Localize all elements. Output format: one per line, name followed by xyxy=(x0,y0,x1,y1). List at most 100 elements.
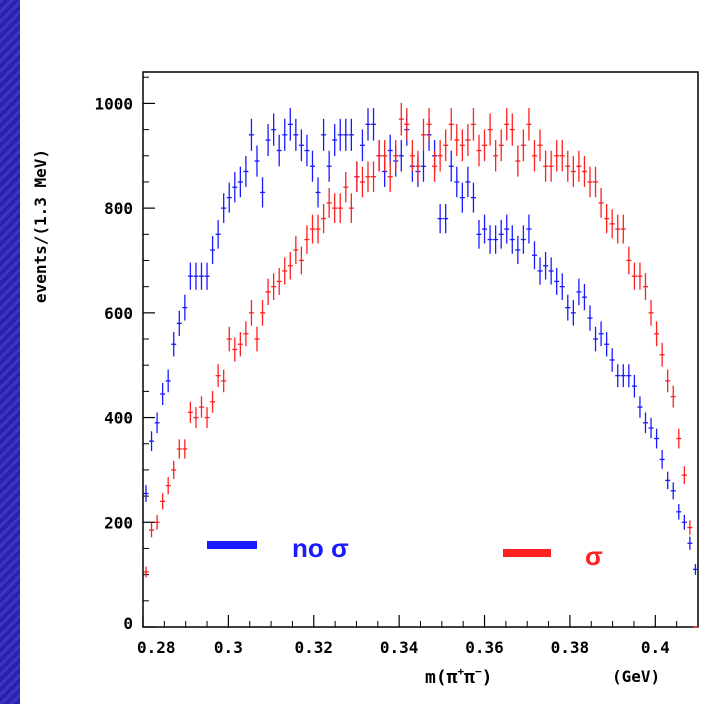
data-point xyxy=(332,124,338,157)
data-point xyxy=(498,129,504,162)
data-point xyxy=(548,257,554,285)
data-point xyxy=(371,108,377,141)
data-point xyxy=(559,273,565,301)
data-point xyxy=(187,262,193,290)
data-point xyxy=(154,412,160,434)
data-point xyxy=(276,267,282,295)
data-point xyxy=(587,166,593,198)
data-point xyxy=(365,108,371,141)
data-point xyxy=(620,364,626,388)
data-point xyxy=(543,150,549,182)
data-point xyxy=(493,225,499,254)
data-point xyxy=(393,140,399,172)
data-point xyxy=(343,172,349,203)
data-point xyxy=(515,145,521,177)
data-point xyxy=(165,477,171,495)
data-point xyxy=(282,118,288,151)
data-point xyxy=(282,257,288,285)
data-point xyxy=(304,225,310,254)
data-point xyxy=(537,129,543,162)
data-point xyxy=(437,203,443,234)
data-point xyxy=(293,118,299,151)
data-point xyxy=(298,246,304,275)
data-point xyxy=(570,156,576,187)
data-point xyxy=(531,241,537,270)
data-point xyxy=(581,156,587,187)
data-point xyxy=(476,219,482,249)
data-point xyxy=(554,140,560,172)
data-point xyxy=(226,182,232,213)
data-point xyxy=(631,262,637,290)
data-point xyxy=(476,134,482,167)
data-point xyxy=(526,214,532,244)
data-point xyxy=(143,485,149,502)
data-point xyxy=(443,203,449,234)
legend-swatch-no-sigma xyxy=(207,541,257,549)
data-point xyxy=(309,214,315,244)
x-tick-label: 0.4 xyxy=(641,638,670,657)
data-point xyxy=(659,450,665,469)
data-point xyxy=(171,332,177,357)
data-point xyxy=(321,118,327,151)
data-point xyxy=(215,219,221,249)
data-point xyxy=(160,382,166,406)
data-point xyxy=(265,124,271,157)
data-point xyxy=(198,262,204,290)
data-point xyxy=(337,118,343,151)
data-point xyxy=(676,428,682,449)
data-point xyxy=(576,278,582,306)
data-point xyxy=(593,326,599,352)
data-point xyxy=(354,161,360,193)
data-point xyxy=(637,396,643,418)
data-point xyxy=(387,134,393,167)
data-point xyxy=(398,140,404,172)
data-point xyxy=(248,118,254,151)
axes: 0.28 0.3 0.32 0.34 0.36 0.38 0.4 0 200 400 600 800 1… xyxy=(94,76,678,657)
data-point xyxy=(615,214,621,244)
x-axis-label-suffix: ) xyxy=(482,667,493,688)
data-point xyxy=(149,431,155,451)
data-point xyxy=(692,626,698,628)
data-point xyxy=(243,156,249,187)
data-point xyxy=(232,172,238,203)
data-point xyxy=(365,161,371,193)
data-point xyxy=(260,300,266,326)
data-point xyxy=(482,214,488,244)
data-point xyxy=(326,150,332,182)
data-point xyxy=(254,326,260,352)
data-point xyxy=(237,332,243,357)
data-point xyxy=(248,300,254,326)
left-border xyxy=(0,0,20,704)
data-point xyxy=(681,466,687,485)
data-point xyxy=(326,187,332,218)
data-point xyxy=(637,262,643,290)
y-tick-label: 200 xyxy=(104,513,133,532)
data-point xyxy=(676,504,682,520)
data-point xyxy=(543,251,549,280)
y-tick-label: 1000 xyxy=(94,94,133,113)
data-point xyxy=(420,118,426,151)
data-point xyxy=(459,129,465,162)
data-point xyxy=(626,364,632,388)
data-point xyxy=(348,118,354,151)
data-point xyxy=(593,166,599,198)
data-point xyxy=(332,193,338,223)
data-point xyxy=(309,150,315,182)
data-point xyxy=(276,134,282,167)
data-point xyxy=(687,536,693,550)
data-point xyxy=(387,161,393,193)
data-point xyxy=(176,310,182,336)
data-point xyxy=(659,342,665,367)
x-axis-unit: (GeV) xyxy=(612,667,660,686)
data-point xyxy=(509,225,515,254)
data-point xyxy=(642,273,648,301)
data-point xyxy=(198,396,204,418)
data-point xyxy=(509,113,515,146)
data-point xyxy=(165,369,171,393)
data-point xyxy=(570,300,576,326)
data-point xyxy=(359,129,365,162)
data-point xyxy=(298,129,304,162)
data-point xyxy=(420,150,426,182)
data-point xyxy=(210,391,216,413)
